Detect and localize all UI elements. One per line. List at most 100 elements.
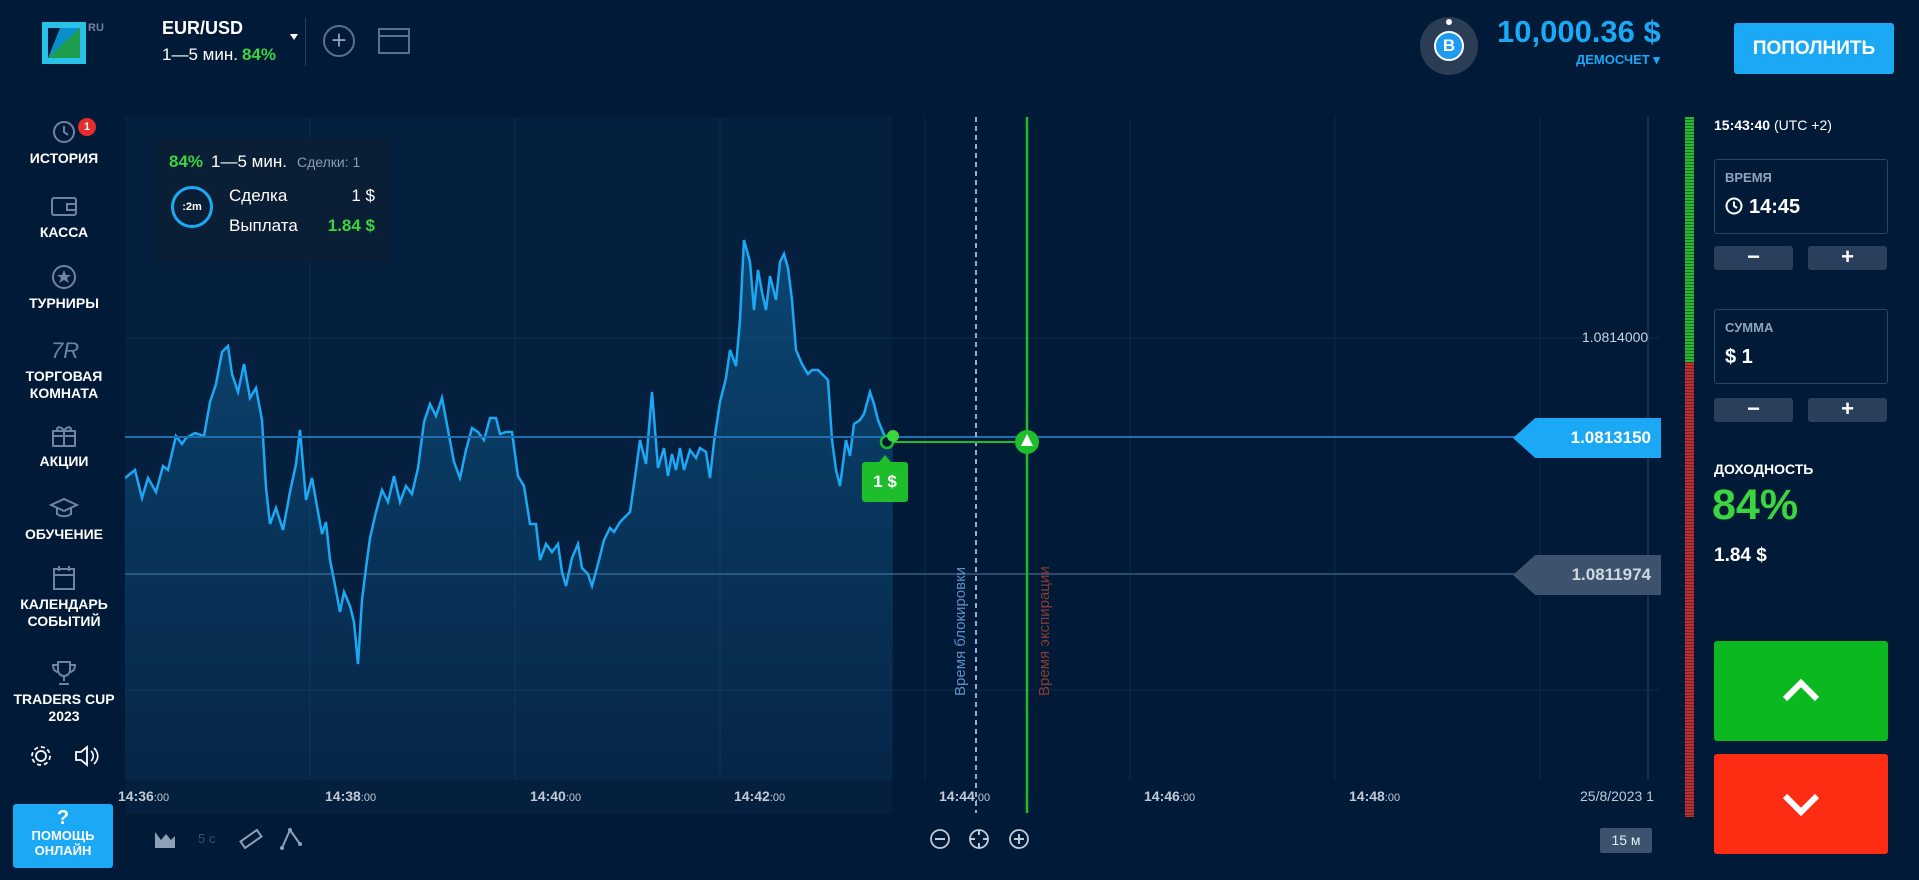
time-axis-label: 14:42:00 (734, 788, 786, 804)
server-clock: 15:43:40 (UTC +2) (1714, 117, 1832, 133)
deal-info-header: 84% 1—5 мин. Сделки: 1 (169, 152, 360, 172)
time-axis-label: 14:44:00 (939, 788, 991, 804)
zoom-out-icon[interactable] (927, 826, 953, 852)
price-chart[interactable] (125, 117, 1660, 814)
sidebar-item-education[interactable]: ОБУЧЕНИЕ (0, 494, 128, 543)
sidebar-item-traders-cup[interactable]: TRADERS CUP 2023 (0, 659, 128, 725)
grid-price-label: 1.0814000 (1582, 329, 1649, 345)
bet-amount-badge: 1 $ (862, 455, 908, 502)
amount-plus-button[interactable]: + (1808, 398, 1887, 422)
sidebar-item-promotions[interactable]: АКЦИИ (0, 421, 128, 470)
low-price-tag: 1.0811974 (1513, 555, 1661, 595)
amount-field-value: $ 1 (1725, 346, 1753, 368)
graduation-cap-icon (49, 497, 79, 518)
calendar-icon (53, 566, 75, 590)
chart-type-icon[interactable] (152, 826, 178, 852)
deal-info-panel: 84% 1—5 мин. Сделки: 1 :2m Сделка 1 $ Выпл… (157, 140, 389, 262)
current-price-tag: 1.0813150 (1513, 418, 1661, 458)
logo-icon (42, 22, 86, 64)
sidebar-item-calendar[interactable]: КАЛЕНДАРЬ СОБЫТИЙ (0, 564, 128, 630)
zoom-in-icon[interactable] (1006, 826, 1032, 852)
help-icon: ? (56, 807, 70, 829)
logo-region: RU (88, 22, 104, 34)
account-type-dropdown[interactable]: ДЕМОСЧЕТ ▾ (1576, 52, 1660, 67)
chart-date-label: 25/8/2023 1 (1580, 788, 1654, 804)
clock-icon (1725, 197, 1743, 215)
lock-time-label: Время блокировки (952, 566, 969, 696)
sidebar-item-label: TRADERS CUP 2023 (13, 691, 115, 724)
add-asset-button[interactable]: + (323, 25, 355, 57)
expiry-time-field[interactable]: ВРЕМЯ 14:45 (1714, 159, 1888, 234)
gear-icon[interactable] (31, 746, 51, 766)
asset-details: 1—5 мин. 84% (162, 45, 276, 65)
price-line (125, 239, 894, 665)
deal-count: Сделки: 1 (296, 154, 361, 170)
chevron-down-icon[interactable] (290, 34, 298, 40)
deal-timer: :2m (171, 186, 213, 228)
amount-field[interactable]: СУММА $ 1 (1714, 309, 1888, 384)
asset-selector[interactable]: EUR/USD 1—5 мин. 84% (162, 18, 276, 65)
payout-row: Выплата 1.84 $ (229, 216, 375, 236)
sidebar-item-label: АКЦИИ (39, 453, 89, 469)
avatar-status-dot (1446, 19, 1452, 25)
deposit-button[interactable]: ПОПОЛНИТЬ (1734, 23, 1894, 74)
expiry-time-label: Время экспирации (1036, 566, 1053, 696)
gift-icon (52, 426, 76, 447)
tick-interval-hint[interactable]: 5 с (198, 831, 216, 846)
sidebar-item-label: КАССА (39, 224, 89, 240)
arrow-up-icon (1782, 678, 1820, 702)
history-icon (53, 121, 75, 143)
deal-row: Сделка 1 $ (229, 186, 375, 206)
help-online-button[interactable]: ? ПОМОЩЬ ОНЛАЙН (13, 804, 113, 868)
ruler-icon[interactable] (238, 826, 264, 852)
sidebar-item-label: КАЛЕНДАРЬ СОБЫТИЙ (20, 596, 108, 629)
put-down-button[interactable] (1714, 754, 1888, 854)
trophy-icon (51, 661, 77, 685)
sidebar-item-label: ТОРГОВАЯ КОМНАТА (25, 368, 103, 401)
sidebar-item-history[interactable]: 1 ИСТОРИЯ (0, 118, 128, 167)
sidebar-item-label: ТУРНИРЫ (29, 295, 99, 311)
deal-duration: 1—5 мин. (211, 152, 287, 171)
expiry-up-marker (1015, 430, 1039, 454)
account-balance: 10,000.36 $ (1497, 14, 1661, 49)
yield-amount: 1.84 $ (1714, 545, 1767, 566)
drawing-tools-icon[interactable] (278, 826, 304, 852)
sidebar-tools (31, 745, 99, 767)
sidebar-item-label: ОБУЧЕНИЕ (25, 526, 103, 542)
deal-label: Сделка (229, 186, 288, 205)
deal-value: 1 $ (351, 186, 375, 205)
sidebar-item-label: ИСТОРИЯ (29, 150, 99, 166)
asset-payout: 84% (241, 45, 276, 64)
time-axis-label: 14:38:00 (325, 788, 377, 804)
time-axis-label: 14:46:00 (1144, 788, 1196, 804)
asset-duration: 1—5 мин. (162, 45, 238, 64)
payout-label: Выплата (229, 216, 298, 235)
asset-name: EUR/USD (162, 18, 244, 38)
time-plus-button[interactable]: + (1808, 246, 1887, 270)
avatar[interactable]: B (1420, 17, 1478, 75)
fit-screen-icon[interactable] (966, 826, 992, 852)
time-axis-label: 14:40:00 (530, 788, 582, 804)
header-divider (305, 18, 306, 66)
time-axis-label: 14:48:00 (1349, 788, 1401, 804)
sidebar-item-tournaments[interactable]: ТУРНИРЫ (0, 263, 128, 312)
notification-badge: 1 (78, 118, 96, 136)
layout-button[interactable] (378, 28, 410, 54)
time-field-value: 14:45 (1725, 196, 1800, 219)
star-icon (52, 265, 76, 289)
yield-percent: 84% (1712, 481, 1799, 529)
timeframe-button[interactable]: 15 м (1600, 828, 1652, 853)
price-cursor-dot (887, 430, 899, 442)
call-up-button[interactable] (1714, 641, 1888, 741)
deal-payout-pct: 84% (169, 152, 204, 171)
payout-value: 1.84 $ (327, 216, 375, 235)
svg-text:7R: 7R (51, 338, 79, 363)
amount-minus-button[interactable]: − (1714, 398, 1793, 422)
time-minus-button[interactable]: − (1714, 246, 1793, 270)
yield-label: ДОХОДНОСТЬ (1714, 461, 1814, 477)
time-axis-label: 14:36:00 (118, 788, 170, 804)
sidebar-item-trading-room[interactable]: 7R ТОРГОВАЯ КОМНАТА (0, 336, 128, 402)
time-field-label: ВРЕМЯ (1725, 170, 1772, 185)
sound-icon[interactable] (75, 745, 99, 767)
sidebar-item-cashier[interactable]: КАССА (0, 192, 128, 241)
